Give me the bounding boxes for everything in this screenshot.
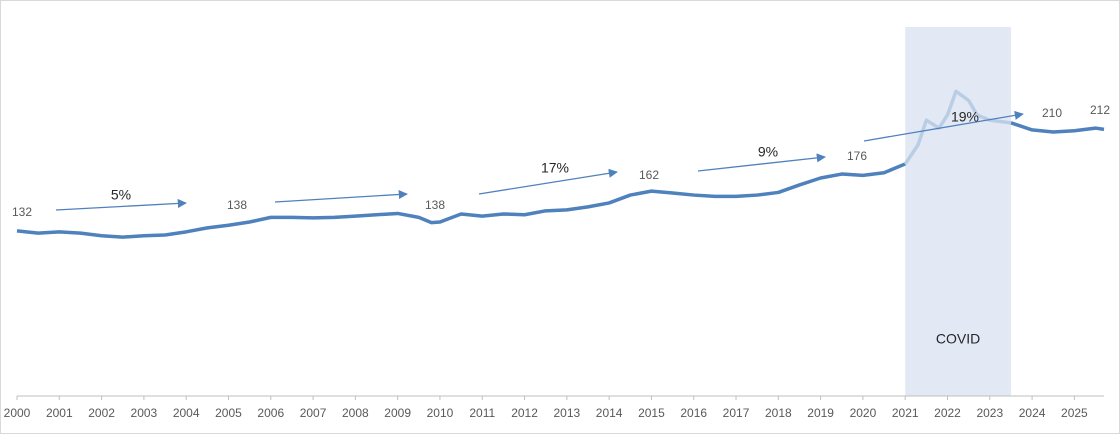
x-tick-label: 2019 [807,406,834,420]
x-tick-label: 2010 [427,406,454,420]
level-label: 162 [639,168,659,182]
x-tick-label: 2007 [300,406,327,420]
arrows [55,110,1024,211]
growth-label: 9% [758,144,778,160]
x-tick-label: 2013 [553,406,580,420]
x-tick-label: 2002 [88,406,115,420]
x-tick-label: 2015 [638,406,665,420]
growth-label: 17% [541,160,569,176]
growth-label: 19% [951,109,979,125]
x-tick-label: 2005 [215,406,242,420]
covid-band [905,27,1011,396]
x-tick-label: 2021 [892,406,919,420]
x-tick-label: 2008 [342,406,369,420]
line [16,162,906,239]
x-tick-label: 2004 [173,406,200,420]
x-tick-label: 2006 [257,406,284,420]
covid-label: COVID [936,331,980,347]
x-tick-label: 2001 [46,406,73,420]
x-tick-label: 2022 [934,406,961,420]
level-label: 210 [1042,106,1062,120]
level-label: 212 [1090,103,1110,117]
level-label: 132 [12,205,32,219]
x-tick-label: 2014 [596,406,623,420]
x-tick-label: 2017 [723,406,750,420]
x-tick-label: 2024 [1019,406,1046,420]
x-tick-label: 2003 [131,406,158,420]
line [903,89,1012,165]
level-label: 138 [227,198,247,212]
x-tick-label: 2016 [680,406,707,420]
x-tick-label: 2011 [469,406,495,420]
growth-label: 5% [111,187,131,203]
x-tick-label: 2000 [4,406,31,420]
x-tick-label: 2025 [1061,406,1088,420]
x-tick-label: 2012 [511,406,538,420]
x-tick-label: 2023 [976,406,1003,420]
x-tick-label: 2020 [850,406,877,420]
line [1010,121,1105,134]
level-label: 138 [425,198,445,212]
level-label: 176 [847,149,867,163]
x-tick-label: 2009 [384,406,411,420]
x-tick-label: 2018 [765,406,792,420]
